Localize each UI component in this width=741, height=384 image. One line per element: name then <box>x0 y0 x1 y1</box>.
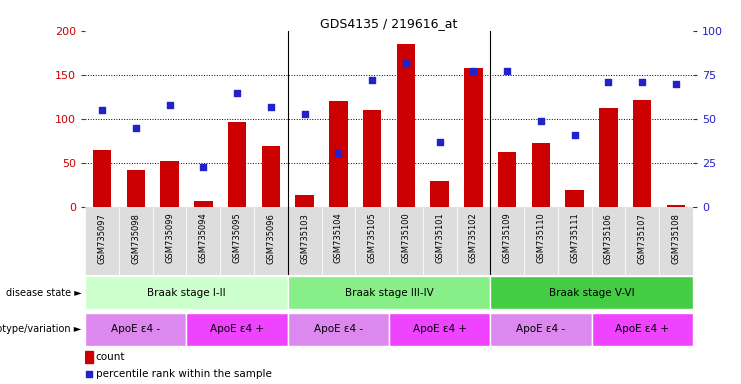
Bar <box>220 207 254 275</box>
Text: ApoE ε4 -: ApoE ε4 - <box>516 324 565 334</box>
Point <box>333 149 345 156</box>
Text: GSM735096: GSM735096 <box>266 213 276 263</box>
Text: ApoE ε4 +: ApoE ε4 + <box>210 324 264 334</box>
Bar <box>127 170 145 207</box>
Point <box>231 89 243 96</box>
Text: ApoE ε4 -: ApoE ε4 - <box>314 324 363 334</box>
Point <box>433 139 445 145</box>
Bar <box>85 313 187 346</box>
Bar <box>254 207 288 275</box>
Text: GSM735099: GSM735099 <box>165 213 174 263</box>
Bar <box>153 207 187 275</box>
Bar <box>262 146 280 207</box>
Text: count: count <box>96 352 125 362</box>
Bar <box>633 99 651 207</box>
Bar <box>187 313 288 346</box>
Text: ApoE ε4 -: ApoE ε4 - <box>111 324 160 334</box>
Bar <box>85 276 288 309</box>
Bar <box>491 313 591 346</box>
Text: GSM735100: GSM735100 <box>402 213 411 263</box>
Bar <box>187 207 220 275</box>
Bar <box>456 207 491 275</box>
Bar <box>396 44 415 207</box>
Bar <box>531 143 551 207</box>
Text: GSM735103: GSM735103 <box>300 213 309 263</box>
Bar <box>491 207 524 275</box>
Bar <box>227 122 247 207</box>
Text: disease state ►: disease state ► <box>6 288 82 298</box>
Bar <box>558 207 591 275</box>
Text: GSM735097: GSM735097 <box>98 213 107 263</box>
Bar <box>322 207 355 275</box>
Bar <box>591 313 693 346</box>
Point <box>569 132 581 138</box>
Point <box>468 68 479 74</box>
Text: GSM735094: GSM735094 <box>199 213 208 263</box>
Bar <box>363 110 382 207</box>
Text: Braak stage I-II: Braak stage I-II <box>147 288 226 298</box>
Text: GSM735101: GSM735101 <box>435 213 444 263</box>
Bar <box>329 101 348 207</box>
Point <box>197 164 209 170</box>
Bar <box>667 205 685 207</box>
Bar <box>423 207 456 275</box>
Bar <box>85 351 93 363</box>
Text: ApoE ε4 +: ApoE ε4 + <box>413 324 467 334</box>
Point <box>602 79 614 85</box>
Text: GSM735105: GSM735105 <box>368 213 376 263</box>
Bar <box>160 161 179 207</box>
Bar <box>431 181 449 207</box>
Bar <box>194 201 213 207</box>
Text: GSM735111: GSM735111 <box>570 213 579 263</box>
Text: GSM735107: GSM735107 <box>638 213 647 263</box>
Point <box>299 111 310 117</box>
Bar <box>355 207 389 275</box>
Bar <box>288 313 389 346</box>
Text: GSM735109: GSM735109 <box>502 213 512 263</box>
Point <box>366 77 378 83</box>
Text: GSM735104: GSM735104 <box>334 213 343 263</box>
Bar <box>85 207 119 275</box>
Bar <box>659 207 693 275</box>
Text: GSM735098: GSM735098 <box>131 213 140 263</box>
Text: GSM735095: GSM735095 <box>233 213 242 263</box>
Text: GSM735102: GSM735102 <box>469 213 478 263</box>
Bar <box>389 207 423 275</box>
Point <box>535 118 547 124</box>
Bar <box>498 152 516 207</box>
Text: GSM735108: GSM735108 <box>671 213 680 263</box>
Bar <box>591 207 625 275</box>
Bar <box>625 207 659 275</box>
Point <box>164 102 176 108</box>
Point <box>501 68 513 74</box>
Text: GSM735106: GSM735106 <box>604 213 613 263</box>
Bar <box>119 207 153 275</box>
Text: GSM735110: GSM735110 <box>536 213 545 263</box>
Point <box>670 81 682 87</box>
Bar <box>491 276 693 309</box>
Text: ApoE ε4 +: ApoE ε4 + <box>615 324 669 334</box>
Text: Braak stage III-IV: Braak stage III-IV <box>345 288 433 298</box>
Point <box>83 371 95 377</box>
Point <box>400 60 412 66</box>
Bar <box>288 207 322 275</box>
Point <box>637 79 648 85</box>
Bar <box>389 313 491 346</box>
Text: percentile rank within the sample: percentile rank within the sample <box>96 369 272 379</box>
Bar <box>288 276 491 309</box>
Bar <box>599 108 618 207</box>
Bar <box>296 195 314 207</box>
Bar <box>565 190 584 207</box>
Text: Braak stage V-VI: Braak stage V-VI <box>549 288 634 298</box>
Point <box>130 125 142 131</box>
Point <box>265 104 277 110</box>
Bar <box>93 150 111 207</box>
Point <box>96 107 108 113</box>
Text: genotype/variation ►: genotype/variation ► <box>0 324 82 334</box>
Bar <box>464 68 482 207</box>
Bar <box>524 207 558 275</box>
Title: GDS4135 / 219616_at: GDS4135 / 219616_at <box>320 17 458 30</box>
